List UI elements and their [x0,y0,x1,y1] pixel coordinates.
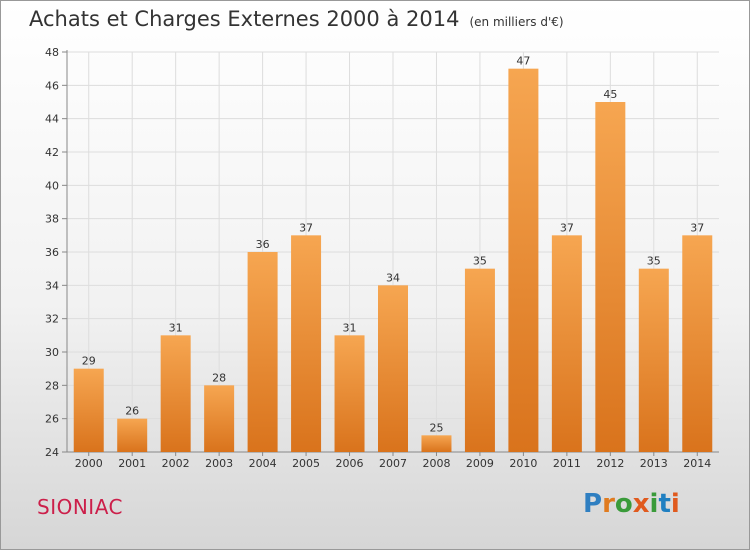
x-tick-label: 2005 [292,457,320,470]
bar [595,102,626,452]
y-tick-label: 46 [45,79,59,92]
value-label: 37 [690,221,704,234]
y-tick-label: 42 [45,146,59,159]
bar [551,235,582,452]
x-tick-label: 2001 [118,457,146,470]
value-label: 31 [343,321,357,334]
y-tick-label: 38 [45,213,59,226]
logo-letter: i [649,489,659,519]
bars [73,68,713,453]
x-tick-label: 2010 [509,457,537,470]
bar [204,385,235,452]
axes: 24 26 28 30 32 34 36 38 40 42 44 46 48 2000 2001 2002 20… [45,46,719,470]
bar [638,268,669,452]
value-label: 35 [473,255,487,268]
bar [291,235,322,452]
logo-letter: o [614,489,633,519]
x-tick-label: 2012 [596,457,624,470]
y-tick-label: 24 [45,446,59,459]
bar [378,285,408,452]
x-tick-label: 2006 [336,457,364,470]
value-label: 47 [516,55,530,68]
place-name: SIONIAC [37,495,123,519]
y-tick-label: 26 [45,413,59,426]
bar [247,252,278,452]
bar [73,368,104,452]
bar [464,268,495,452]
y-tick-label: 40 [45,179,59,192]
bar [160,335,191,452]
value-label: 37 [560,221,574,234]
x-tick-label: 2003 [205,457,233,470]
x-tick-label: 2013 [640,457,668,470]
x-tick-label: 2011 [553,457,581,470]
chart-subtitle: (en milliers d'€) [469,15,564,29]
value-label: 36 [256,238,270,251]
logo-letter: x [632,489,650,519]
y-tick-label: 34 [45,279,59,292]
title-text: Achats et Charges Externes 2000 à 2014 [29,7,460,31]
bar [508,68,539,453]
bar [421,435,452,452]
value-label: 25 [429,421,443,434]
y-tick-label: 28 [45,379,59,392]
bar [334,335,365,452]
chart-title: Achats et Charges Externes 2000 à 2014 (e… [29,7,564,31]
value-label: 34 [386,271,400,284]
x-tick-label: 2008 [422,457,450,470]
x-tick-label: 2009 [466,457,494,470]
logo-letter: i [670,489,680,519]
bar [682,235,713,452]
value-label: 31 [169,321,183,334]
value-label: 26 [125,405,139,418]
y-tick-label: 36 [45,246,59,259]
x-tick-label: 2014 [683,457,711,470]
x-tick-label: 2004 [249,457,277,470]
value-label: 28 [212,371,226,384]
x-tick-label: 2000 [75,457,103,470]
logo-letter: P [583,489,603,519]
logo-letter: t [658,489,671,519]
y-tick-label: 48 [45,46,59,59]
y-tick-label: 44 [45,113,59,126]
data-labels: 29 26 31 28 36 37 31 34 25 35 47 37 45 35 37 [82,55,705,435]
value-label: 35 [647,255,661,268]
proxiti-logo[interactable]: Proxiti [583,489,680,519]
y-tick-label: 32 [45,313,59,326]
logo-letter: r [602,489,615,519]
value-label: 29 [82,355,96,368]
bar [117,418,148,452]
x-tick-label: 2007 [379,457,407,470]
x-tick-label: 2002 [162,457,190,470]
value-label: 37 [299,221,313,234]
y-tick-label: 30 [45,346,59,359]
value-label: 45 [603,88,617,101]
